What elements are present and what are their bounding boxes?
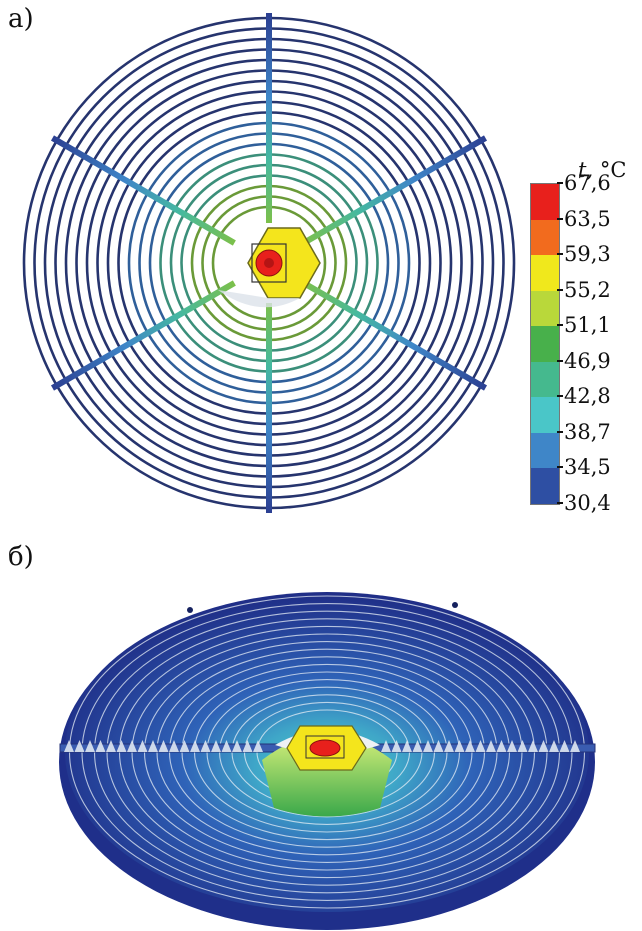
tooth (570, 740, 580, 752)
led-frame (251, 243, 287, 283)
mount-hole-right (452, 602, 458, 608)
tooth (423, 740, 433, 752)
tooth (85, 740, 95, 752)
panel-label-b: б) (8, 542, 34, 572)
tooth (381, 740, 391, 752)
legend-tick-mark (557, 217, 563, 220)
legend-swatch (531, 361, 559, 398)
color-scale-legend: t, °C 67,6 63,5 59,3 55,2 51,1 46,9 42,8 38,7 34… (520, 150, 642, 520)
mount-hole-left (187, 607, 193, 613)
tooth (106, 740, 116, 752)
tooth (391, 740, 402, 752)
spoke (302, 135, 488, 246)
tooth (200, 740, 211, 752)
legend-tick-label: 63,5 (564, 206, 611, 231)
legend-tick-label: 55,2 (564, 277, 611, 302)
legend-swatch (531, 432, 559, 469)
legend-swatch (531, 184, 559, 221)
tooth (465, 740, 475, 752)
legend-swatch (531, 468, 559, 505)
tooth (528, 740, 538, 752)
legend-tick-mark (557, 253, 563, 256)
legend-tick-label: 46,9 (564, 348, 611, 373)
unit-symbol: t, (578, 158, 594, 182)
tooth (444, 740, 454, 752)
tooth (538, 740, 549, 752)
fin-teeth (64, 740, 580, 752)
legend-tick-label: 34,5 (564, 455, 611, 480)
tooth (507, 740, 517, 752)
tooth (242, 740, 253, 752)
legend-tick-mark (557, 430, 563, 433)
legend-tick-mark (557, 359, 563, 362)
tooth (190, 740, 200, 752)
legend-tick-label: 30,4 (564, 491, 611, 515)
tooth (127, 740, 137, 752)
legend-tick-label: 51,1 (564, 313, 611, 338)
tooth (221, 740, 232, 752)
heatsink-isometric-view (59, 592, 596, 930)
tooth (433, 740, 444, 752)
legend-unit-title: t, °C (578, 158, 626, 182)
tooth (253, 740, 263, 752)
legend-tick-mark (557, 324, 563, 327)
legend-tick-label: 59,3 (564, 242, 611, 267)
legend-tick-mark (557, 466, 563, 469)
legend-swatch (531, 326, 559, 363)
spoke (50, 135, 236, 246)
tooth (454, 740, 465, 752)
iso-led-frame (305, 735, 345, 759)
panel-label-a: а) (8, 4, 34, 34)
legend-tick-mark (557, 502, 563, 504)
legend-tick-mark (557, 182, 563, 184)
tooth (64, 740, 74, 752)
tooth (496, 740, 507, 752)
unit-label: °C (599, 158, 627, 182)
legend-swatch (531, 255, 559, 292)
tooth (179, 740, 190, 752)
tooth (475, 740, 486, 752)
led-center (264, 258, 274, 268)
tooth (74, 740, 85, 752)
legend-swatch (531, 397, 559, 434)
tooth (517, 740, 528, 752)
tooth (169, 740, 179, 752)
tooth (549, 740, 559, 752)
legend-swatch (531, 219, 559, 256)
tooth (559, 740, 570, 752)
heatsink-top-view (21, 13, 517, 513)
legend-tick-label: 38,7 (564, 419, 611, 444)
tooth (412, 740, 423, 752)
legend-tick-mark (557, 288, 563, 291)
tooth (116, 740, 127, 752)
tooth (211, 740, 221, 752)
tooth (95, 740, 106, 752)
legend-tick-label: 42,8 (564, 384, 611, 409)
tooth (486, 740, 496, 752)
legend-tick-label: 67,6 (564, 171, 611, 195)
tooth (148, 740, 158, 752)
iso-led-core (309, 739, 341, 757)
tooth (402, 740, 412, 752)
tooth (158, 740, 169, 752)
radial-spokes (50, 13, 488, 513)
tooth (137, 740, 148, 752)
spoke (50, 280, 236, 391)
center-hole-shadow (218, 290, 300, 308)
tooth (232, 740, 242, 752)
legend-tick-mark (557, 395, 563, 398)
legend-color-bar (530, 183, 560, 505)
center-mount (218, 227, 321, 308)
spoke (302, 280, 488, 391)
legend-swatch (531, 290, 559, 327)
